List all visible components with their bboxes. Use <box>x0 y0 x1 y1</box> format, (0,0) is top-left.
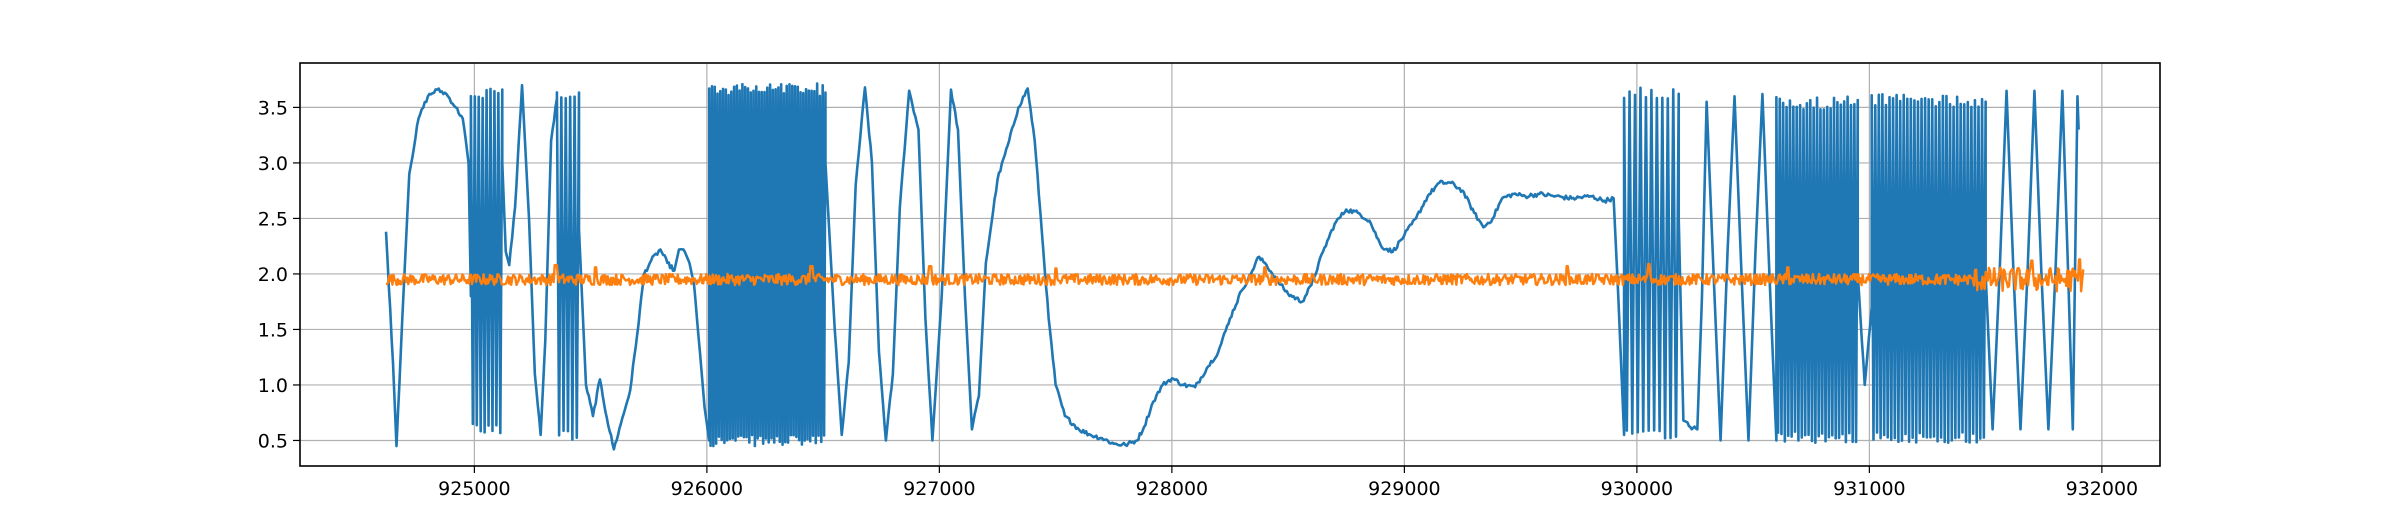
plot-frame <box>299 62 2161 467</box>
y-axis: 0.5 1.0 1.5 2.0 2.5 3.0 3.5 <box>258 97 300 452</box>
x-tick-label: 928000 <box>1136 478 1209 500</box>
x-tick-label: 926000 <box>671 478 744 500</box>
y-tick-label: 2.5 <box>258 208 288 230</box>
grid-lines <box>300 63 2160 466</box>
x-axis: 925000 926000 927000 928000 929000 930000 9310… <box>438 466 2138 500</box>
x-tick-label: 929000 <box>1368 478 1441 500</box>
series-layer <box>384 82 2085 451</box>
y-tick-label: 3.0 <box>258 153 288 175</box>
x-tick-label: 930000 <box>1601 478 1674 500</box>
x-tick-label: 931000 <box>1833 478 1906 500</box>
x-tick-label: 927000 <box>903 478 976 500</box>
y-tick-label: 2.0 <box>258 264 288 286</box>
series-line-2 <box>385 258 2085 293</box>
y-tick-label: 3.5 <box>258 97 288 119</box>
x-tick-label: 932000 <box>2066 478 2139 500</box>
y-tick-label: 1.5 <box>258 319 288 341</box>
x-tick-label: 925000 <box>438 478 511 500</box>
y-tick-label: 0.5 <box>258 430 288 452</box>
y-tick-label: 1.0 <box>258 375 288 397</box>
series-line-1 <box>384 82 2080 451</box>
